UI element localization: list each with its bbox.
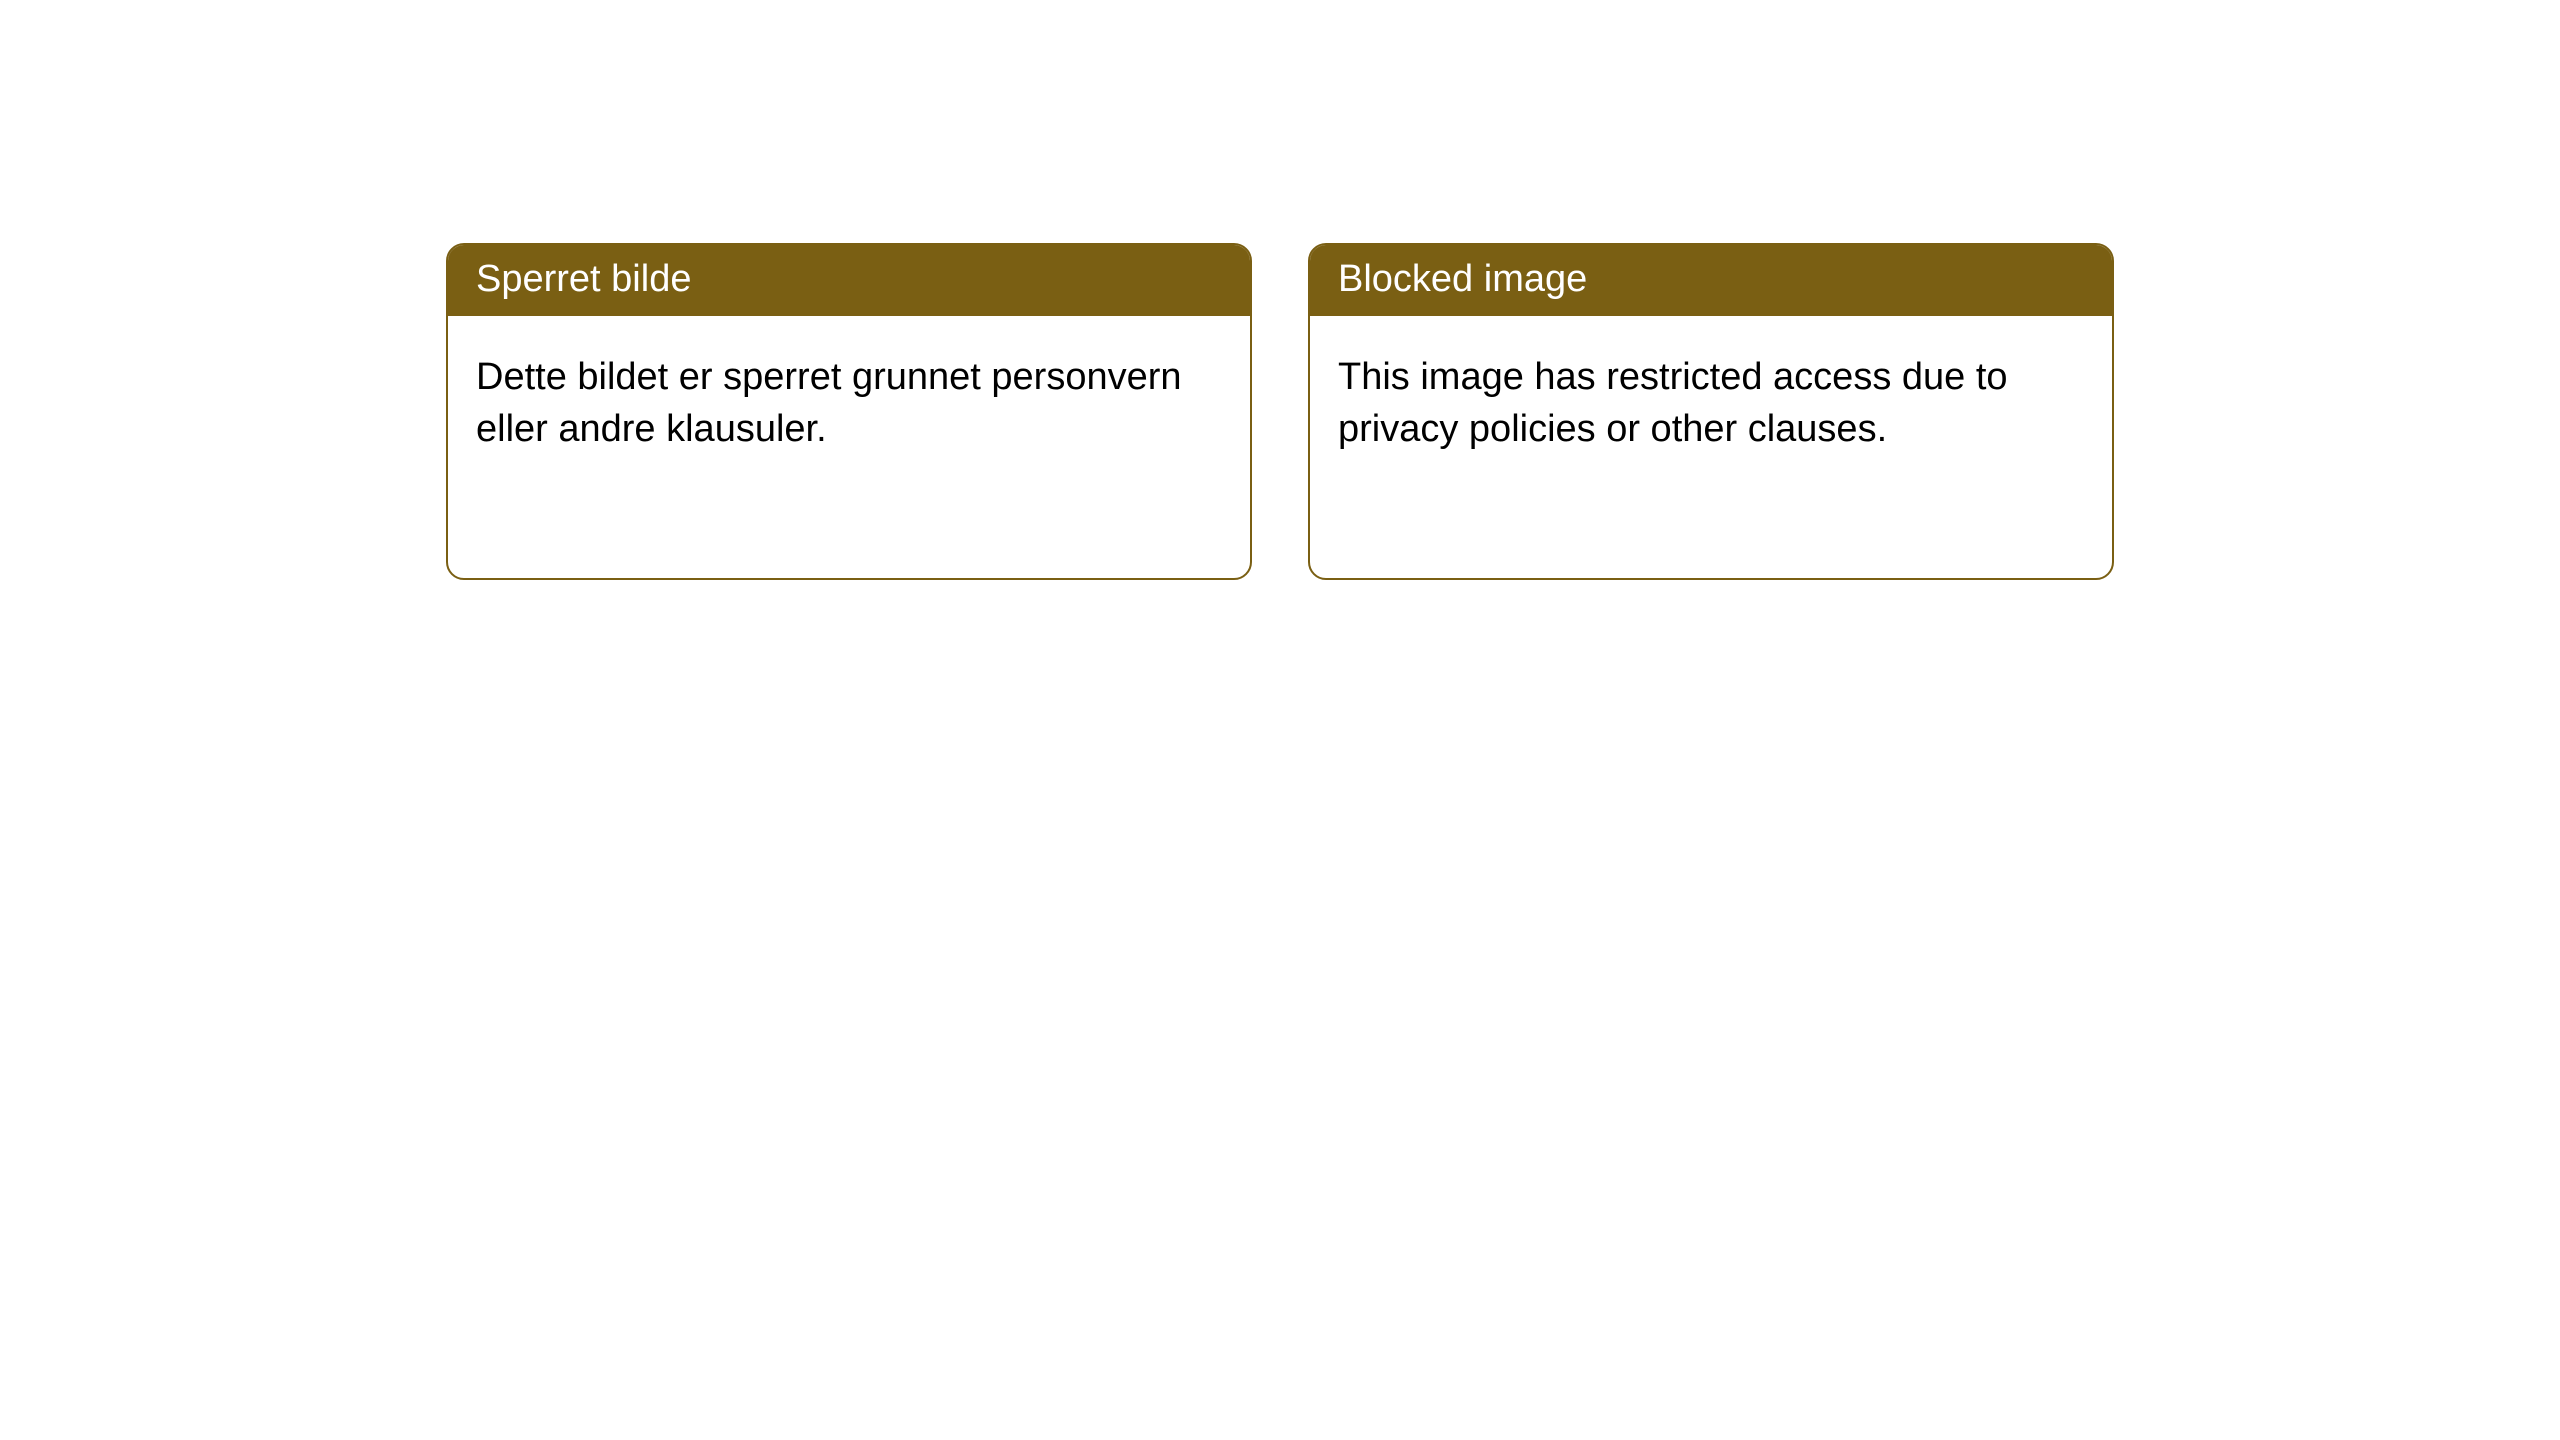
card-header: Sperret bilde: [448, 245, 1250, 316]
card-message: This image has restricted access due to …: [1338, 356, 2008, 449]
card-header: Blocked image: [1310, 245, 2112, 316]
card-body: This image has restricted access due to …: [1310, 316, 2112, 491]
card-title: Blocked image: [1338, 258, 1587, 300]
card-title: Sperret bilde: [476, 258, 691, 300]
cards-container: Sperret bilde Dette bildet er sperret gr…: [0, 0, 2560, 580]
card-body: Dette bildet er sperret grunnet personve…: [448, 316, 1250, 491]
card-message: Dette bildet er sperret grunnet personve…: [476, 356, 1182, 449]
blocked-image-card-en: Blocked image This image has restricted …: [1308, 243, 2114, 580]
blocked-image-card-no: Sperret bilde Dette bildet er sperret gr…: [446, 243, 1252, 580]
